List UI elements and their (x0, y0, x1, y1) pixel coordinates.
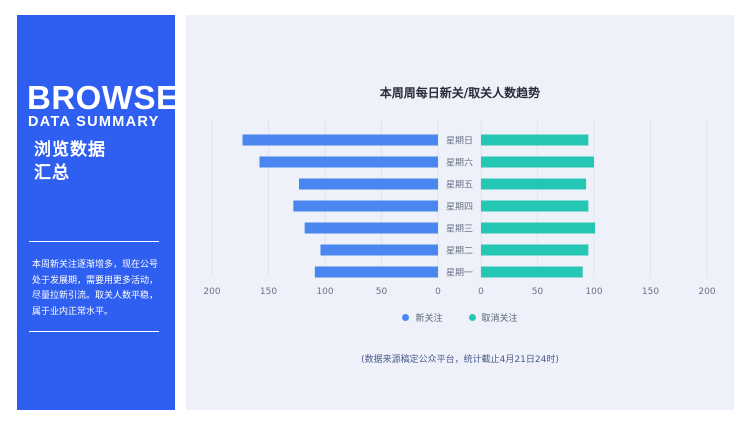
bar-new-follow (299, 178, 438, 190)
category-label: 星期三 (446, 224, 473, 235)
left-axis-tick: 150 (260, 287, 277, 297)
bar-new-follow (320, 244, 438, 256)
left-axis-tick: 0 (435, 287, 441, 297)
category-label: 星期四 (446, 202, 473, 213)
chinese-title: 浏览数据 汇总 (34, 139, 134, 185)
category-label: 星期五 (446, 180, 473, 191)
legend-dot-unfollow (468, 314, 476, 321)
category-label: 星期六 (446, 157, 473, 169)
data-source-note: (数据来源稿定公众平台，统计截止4月21日24时) (361, 355, 559, 365)
left-axis-tick: 100 (316, 287, 333, 297)
legend-item-unfollow: 取消关注 (468, 311, 518, 324)
chart-panel: 本周周每日新关/取关人数趋势 星期日星期六星期五星期四星期三星期二星期一 200 1… (186, 15, 734, 410)
right-axis-tick: 0 (478, 287, 484, 297)
chinese-title-line1: 浏览数据 (34, 140, 106, 160)
chinese-title-line2: 汇总 (34, 163, 70, 183)
bar-unfollow (481, 156, 594, 168)
bar-new-follow (304, 222, 438, 234)
right-axis-tick: 100 (585, 287, 602, 297)
summary-text: 本周新关注逐渐增多，现在公号处于发展期，需要用更多活动，尽量拉新引流。取关人数平… (32, 260, 159, 317)
legend-label-unfollow: 取消关注 (481, 314, 518, 324)
chart-title: 本周周每日新关/取关人数趋势 (380, 85, 540, 100)
legend-item-new-follow: 新关注 (402, 311, 443, 324)
legend: 新关注 取消关注 (186, 311, 734, 324)
bar-unfollow (481, 178, 587, 190)
top-divider (29, 241, 159, 242)
bar-unfollow (481, 266, 583, 278)
right-axis-tick: 50 (532, 287, 544, 297)
browse-title: BROWSE (27, 79, 179, 116)
left-axis-tick: 200 (203, 287, 220, 297)
bar-unfollow (481, 222, 596, 234)
bottom-divider (29, 331, 159, 332)
bar-new-follow (314, 266, 438, 278)
left-axis-tick: 50 (376, 287, 388, 297)
bar-unfollow (481, 244, 589, 256)
right-axis-tick: 200 (698, 287, 715, 297)
bar-new-follow (293, 200, 438, 212)
bar-unfollow (481, 134, 589, 146)
category-label: 星期二 (446, 246, 473, 257)
bar-new-follow (242, 134, 438, 146)
data-summary-subtitle: DATA SUMMARY (28, 114, 160, 130)
category-label: 星期一 (446, 268, 473, 279)
sidebar: BROWSE DATA SUMMARY 浏览数据 汇总 本周新关注逐渐增多，现在… (17, 15, 178, 410)
legend-label-new-follow: 新关注 (415, 314, 443, 324)
right-axis-tick: 150 (642, 287, 659, 297)
bar-unfollow (481, 200, 589, 212)
category-label: 星期日 (446, 136, 473, 147)
legend-dot-new-follow (402, 314, 410, 321)
bar-new-follow (259, 156, 438, 168)
